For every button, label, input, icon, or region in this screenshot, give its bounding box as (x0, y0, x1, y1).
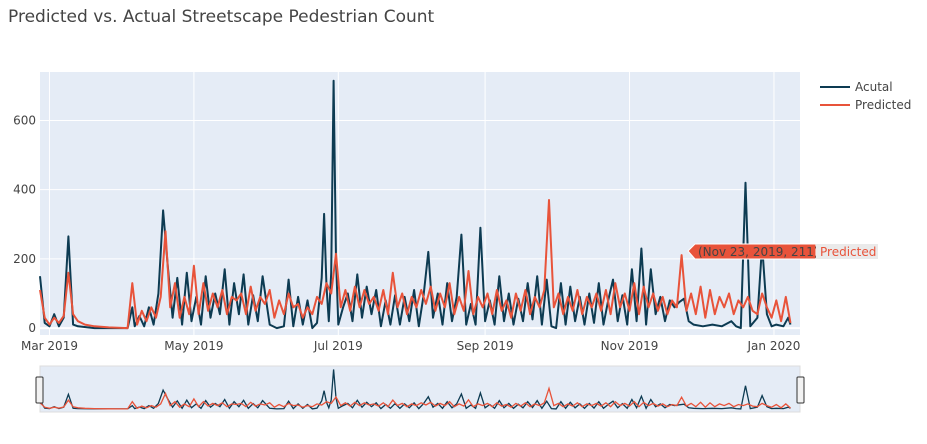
range-slider-line-predicted (39, 386, 791, 410)
range-slider-series (39, 369, 791, 410)
y-axis-ticks: 0 200 400 600 (13, 113, 36, 335)
hover-series-box (816, 244, 878, 259)
x-tick-label: May 2019 (164, 339, 223, 353)
legend-label-actual: Acutal (855, 80, 893, 94)
x-tick-label: Jul 2019 (313, 339, 363, 353)
y-tick-label: 200 (13, 252, 36, 266)
series-lines (39, 79, 792, 330)
chart-title: Predicted vs. Actual Streetscape Pedestr… (8, 7, 435, 27)
x-tick-label: Nov 2019 (601, 339, 659, 353)
range-slider[interactable] (35, 365, 805, 413)
range-slider-right-handle[interactable] (796, 376, 805, 404)
series-line-predicted (39, 199, 792, 330)
hover-series-name: Predicted (820, 245, 876, 259)
x-gridlines (48, 72, 775, 335)
y-tick-label: 400 (13, 183, 36, 197)
range-slider-left-handle[interactable] (35, 376, 44, 404)
hover-value-text: (Nov 23, 2019, 211) (698, 245, 819, 259)
x-tick-label: Mar 2019 (21, 339, 78, 353)
legend: Acutal Predicted (820, 80, 911, 112)
y-tick-label: 0 (28, 321, 36, 335)
legend-item-actual[interactable]: Acutal (820, 80, 893, 94)
x-tick-label: Sep 2019 (457, 339, 514, 353)
legend-item-predicted[interactable]: Predicted (820, 98, 911, 112)
hover-tooltip: (Nov 23, 2019, 211) Predicted (687, 243, 878, 260)
y-tick-label: 600 (13, 113, 36, 127)
x-axis-ticks: Mar 2019 May 2019 Jul 2019 Sep 2019 Nov 2019… (21, 339, 800, 353)
legend-label-predicted: Predicted (855, 98, 911, 112)
x-tick-label: Jan 2020 (747, 339, 801, 353)
